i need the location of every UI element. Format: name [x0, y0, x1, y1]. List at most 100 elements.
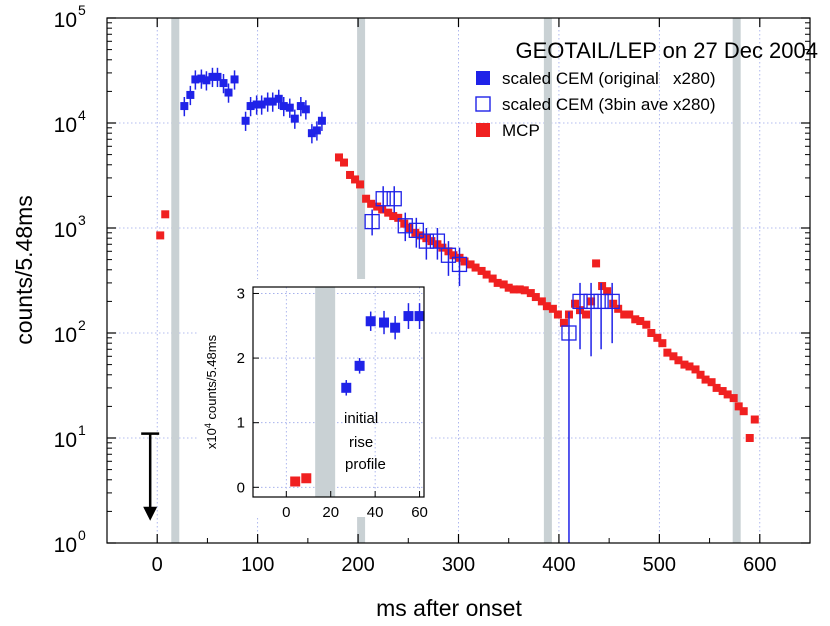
cem-original-point [317, 116, 326, 125]
legend: scaled CEM (original x280) scaled CEM (3b… [475, 69, 716, 140]
y-tick-exponent: 0 [78, 527, 86, 543]
mcp-point [427, 237, 436, 246]
inset-x-tick-label: 60 [411, 504, 428, 521]
cem-3bin-point [364, 213, 380, 230]
cem-original-point [241, 116, 250, 125]
inset-cem-point [403, 311, 414, 322]
mcp-point [520, 286, 529, 295]
cem-3bin-point [572, 293, 588, 310]
mcp-point [471, 263, 480, 272]
mcp-point [334, 153, 343, 162]
cem-original-point [279, 102, 288, 111]
mcp-point [712, 383, 721, 392]
legend-label: scaled CEM (3bin ave x280) [502, 95, 716, 114]
mcp-point [515, 285, 524, 294]
shaded-band [171, 18, 180, 543]
down-arrow-icon [143, 506, 158, 521]
mcp-point [739, 407, 748, 416]
mcp-point [669, 352, 678, 361]
cem-original-point [246, 102, 255, 111]
cem-original-point [191, 75, 200, 84]
mcp-point [718, 387, 727, 396]
mcp-point [537, 297, 546, 306]
x-tick-label: 300 [442, 554, 475, 576]
x-tick-label: 500 [643, 554, 676, 576]
mcp-point [745, 434, 754, 442]
inset-x-tick-label: 0 [282, 504, 290, 521]
y-tick-label: 10 [54, 534, 77, 557]
inset-y-tick-label: 1 [237, 415, 245, 432]
mcp-point [723, 390, 732, 399]
inset-cem-point [390, 322, 401, 333]
y-tick-label: 10 [54, 429, 77, 452]
mcp-point [384, 208, 393, 217]
y-tick-label: 10 [54, 114, 77, 137]
mcp-point [701, 375, 710, 384]
x-tick-label: 0 [152, 554, 163, 576]
cem-original-point [301, 105, 310, 114]
mcp-point [729, 394, 738, 403]
cem-original-point [263, 97, 272, 106]
inset-cem-point [365, 316, 376, 327]
mcp-point [161, 210, 170, 219]
legend-marker-mcp [476, 123, 490, 137]
cem-original-point [257, 100, 266, 109]
mcp-point [592, 259, 601, 268]
cem-3bin-point [386, 191, 402, 207]
mcp-point [658, 339, 667, 348]
mcp-point [493, 278, 502, 287]
x-tick-label: 400 [542, 554, 575, 576]
mcp-point [559, 318, 568, 327]
y-tick-exponent: 2 [78, 317, 86, 333]
y-tick-label: 10 [54, 219, 77, 242]
chart-title: GEOTAIL/LEP on 27 Dec 2004 [516, 38, 818, 63]
inset-shaded-band [315, 287, 336, 497]
shaded-band [732, 18, 741, 543]
inset-annotation: rise [349, 434, 373, 451]
x-tick-label: 100 [241, 554, 274, 576]
y-tick-label: 10 [54, 9, 77, 32]
mcp-point [526, 289, 535, 298]
inset-mcp-point [301, 473, 312, 484]
mcp-point [400, 219, 409, 228]
mcp-point [373, 202, 382, 211]
y-tick-exponent: 3 [78, 212, 86, 228]
legend-marker-cem-3bin [475, 96, 491, 112]
cem-3bin-point [408, 222, 424, 238]
mcp-point [411, 228, 420, 237]
mcp-point [598, 282, 607, 291]
mcp-point [378, 205, 387, 214]
inset-x-tick-label: 40 [367, 504, 384, 521]
inset-x-tick-label: 20 [322, 504, 339, 521]
mcp-point [609, 299, 618, 308]
mcp-point [488, 274, 497, 283]
mcp-point [685, 362, 694, 371]
cem-original-point [208, 72, 217, 81]
mcp-point [707, 378, 716, 387]
mcp-point [482, 270, 491, 279]
mcp-point [570, 299, 579, 308]
main-data-series [141, 67, 759, 543]
cem-3bin-point [418, 233, 435, 249]
mcp-point [631, 315, 640, 324]
mcp-point [548, 304, 557, 313]
cem-3bin-point [604, 293, 620, 310]
y-tick-exponent: 5 [78, 2, 86, 18]
cem-3bin-point [451, 256, 468, 273]
mcp-point [460, 257, 469, 266]
mcp-point [466, 260, 475, 269]
cem-original-point [186, 90, 195, 99]
inset-annotation: profile [345, 456, 386, 473]
inset-cem-point [341, 382, 352, 393]
mcp-point [625, 310, 634, 319]
mcp-point [663, 348, 672, 357]
mcp-point [504, 283, 513, 292]
cem-3bin-point [561, 325, 577, 341]
x-tick-label: 200 [341, 554, 374, 576]
cem-original-point [296, 102, 305, 111]
legend-label: MCP [502, 121, 540, 140]
mcp-point [531, 293, 540, 302]
mcp-point [367, 199, 376, 208]
cem-original-point [252, 100, 261, 109]
